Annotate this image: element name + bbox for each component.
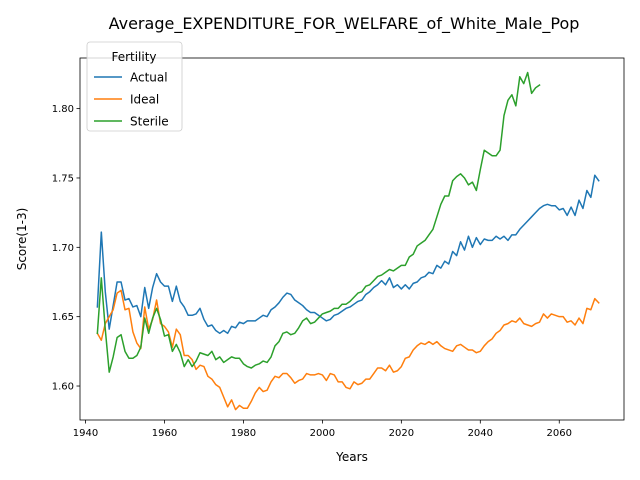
series-layer (96, 71, 600, 411)
x-tick-label: 2000 (310, 428, 335, 439)
y-tick-label: 1.80 (52, 104, 74, 115)
x-tick-label: 2060 (547, 428, 572, 439)
x-tick-label: 1960 (152, 428, 177, 439)
x-tick-label: 2040 (468, 428, 493, 439)
y-tick-label: 1.65 (52, 312, 74, 323)
legend-label-sterile: Sterile (130, 115, 169, 129)
x-tick-label: 2020 (389, 428, 414, 439)
plot-frame (79, 57, 625, 421)
x-axis-label: Years (335, 450, 368, 464)
y-tick-label: 1.70 (52, 243, 74, 254)
legend-title: Fertility (111, 50, 156, 64)
legend-box (86, 41, 183, 132)
legend: Fertility Actual Ideal Sterile (86, 41, 183, 132)
y-tick-label: 1.60 (52, 382, 74, 393)
legend-label-ideal: Ideal (130, 93, 159, 107)
chart-title: Average_EXPENDITURE_FOR_WELFARE_of_White… (109, 14, 580, 34)
y-axis: 1.60 1.65 1.70 1.75 1.80 (52, 104, 80, 393)
series-line-actual (96, 174, 600, 335)
legend-label-actual: Actual (130, 71, 168, 85)
y-tick-label: 1.75 (52, 173, 74, 184)
series-line-ideal (96, 289, 600, 411)
x-tick-label: 1980 (231, 428, 256, 439)
series-line-sterile (96, 71, 541, 373)
y-axis-label: Score(1-3) (15, 208, 29, 271)
x-axis: 1940 1960 1980 2000 2020 2040 2060 (73, 420, 572, 439)
x-tick-label: 1940 (73, 428, 98, 439)
